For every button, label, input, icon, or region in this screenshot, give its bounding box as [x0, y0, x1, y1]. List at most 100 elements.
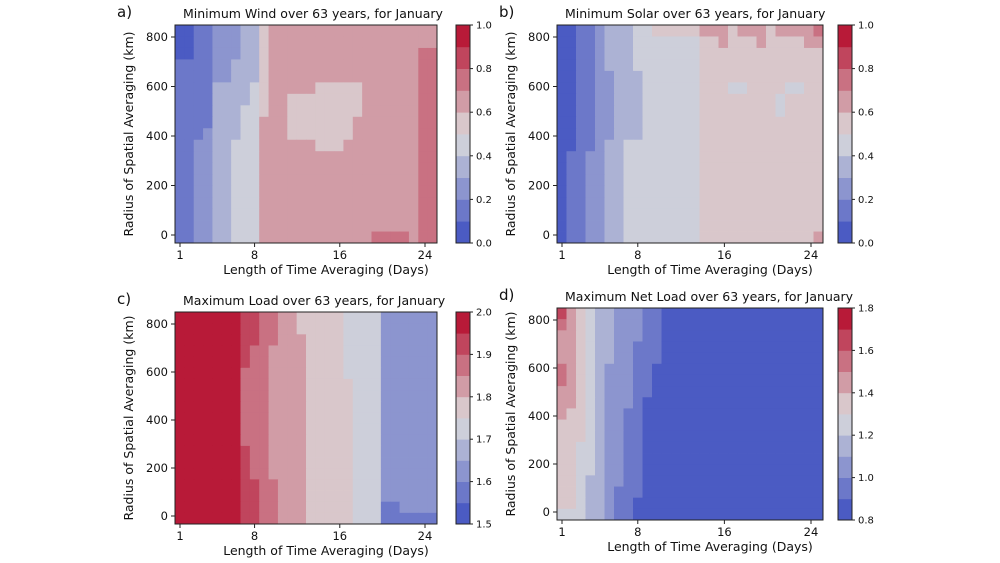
heatmap-cell	[296, 151, 307, 164]
heatmap-cell	[221, 445, 232, 458]
heatmap-cell	[671, 386, 681, 398]
heatmap-cell	[287, 367, 298, 380]
heatmap-cell	[296, 479, 307, 491]
heatmap-cell	[595, 352, 605, 365]
heatmap-cell	[737, 128, 748, 141]
heatmap-cell	[343, 82, 354, 95]
heatmap-cell	[671, 139, 681, 152]
heatmap-cell	[690, 419, 700, 432]
heatmap-cell	[296, 445, 307, 458]
heatmap-cell	[585, 231, 596, 244]
colorbar-tick-label: 1.0	[858, 473, 874, 484]
heatmap-cell	[671, 151, 681, 164]
heatmap-cell	[680, 441, 691, 454]
heatmap-cell	[718, 197, 729, 209]
heatmap-cell	[343, 36, 354, 49]
heatmap-cell	[557, 363, 567, 376]
heatmap-cell	[427, 231, 438, 244]
heatmap-cell	[306, 128, 316, 141]
heatmap-cell	[408, 367, 419, 380]
heatmap-cell	[380, 47, 391, 60]
panel-b: b) Minimum Solar over 63 years, for Janua…	[499, 3, 874, 277]
heatmap-cell	[671, 128, 681, 141]
heatmap-cell	[642, 319, 653, 331]
heatmap-cell	[427, 93, 438, 106]
heatmap-cell	[766, 464, 776, 476]
heatmap-cell	[775, 408, 786, 420]
heatmap-cell	[604, 25, 615, 37]
heatmap-cell	[268, 490, 279, 503]
heatmap-cell	[766, 197, 776, 209]
heatmap-cell	[604, 486, 615, 499]
heatmap-cell	[193, 490, 204, 503]
heatmap-cell	[595, 453, 605, 465]
heatmap-cell	[813, 441, 824, 454]
heatmap-cell	[334, 412, 344, 424]
heatmap-cell	[390, 105, 400, 118]
heatmap-cell	[813, 208, 824, 221]
heatmap-cell	[203, 390, 213, 402]
heatmap-cell	[652, 93, 662, 106]
heatmap-cell	[324, 36, 335, 49]
y-tick-label: 200	[146, 461, 168, 475]
heatmap-cell	[352, 105, 363, 118]
heatmap-cell	[427, 468, 438, 480]
heatmap-cell	[642, 59, 653, 72]
heatmap-cell	[380, 59, 391, 72]
heatmap-cell	[249, 231, 260, 244]
colorbar-segment	[456, 199, 470, 222]
heatmap-cell	[399, 116, 410, 129]
heatmap-cell	[380, 345, 391, 358]
heatmap-cell	[633, 330, 643, 342]
heatmap-cell	[343, 457, 354, 469]
heatmap-cell	[804, 116, 814, 129]
heatmap-cell	[813, 174, 824, 187]
heatmap-cell	[212, 356, 223, 369]
heatmap-cell	[324, 105, 335, 118]
heatmap-cell	[427, 501, 438, 514]
heatmap-cell	[756, 231, 767, 244]
heatmap-cell	[576, 497, 586, 510]
heatmap-cell	[334, 162, 344, 175]
heatmap-cell	[794, 116, 805, 129]
heatmap-cell	[804, 59, 814, 72]
heatmap-cell	[652, 36, 662, 49]
x-tick-label: 1	[176, 248, 183, 262]
heatmap-cell	[709, 208, 719, 221]
heatmap-cell	[343, 128, 354, 141]
heatmap-cell	[352, 412, 363, 424]
heatmap-cell	[315, 208, 326, 221]
heatmap-cell	[315, 36, 326, 49]
heatmap-cell	[699, 128, 710, 141]
heatmap-cell	[231, 162, 241, 175]
x-tick-label: 8	[251, 529, 258, 543]
heatmap-cell	[268, 70, 279, 83]
heatmap-cell	[652, 319, 662, 331]
heatmap-cell	[785, 151, 795, 164]
heatmap-cell	[557, 93, 567, 106]
heatmap-cell	[661, 231, 672, 244]
heatmap-cell	[240, 128, 251, 141]
heatmap-cell	[642, 174, 653, 187]
heatmap-cell	[785, 386, 795, 398]
heatmap-cell	[604, 374, 615, 387]
heatmap-cell	[212, 423, 223, 436]
heatmap-cell	[766, 231, 776, 244]
heatmap-cell	[728, 105, 738, 118]
heatmap-cell	[804, 139, 814, 152]
heatmap-cell	[661, 308, 672, 320]
heatmap-cell	[756, 93, 767, 106]
heatmap-cell	[614, 308, 624, 320]
heatmap-cell	[766, 308, 776, 320]
heatmap-cell	[595, 374, 605, 387]
heatmap-cell	[804, 374, 814, 387]
heatmap-cell	[212, 367, 223, 380]
heatmap-cell	[728, 319, 738, 331]
heatmap-cell	[362, 312, 372, 324]
heatmap-cell	[427, 162, 438, 175]
heatmap-cell	[306, 162, 316, 175]
heatmap-cell	[231, 36, 241, 49]
heatmap-cell	[390, 36, 400, 49]
heatmap-cell	[184, 468, 195, 480]
heatmap-cell	[557, 151, 567, 164]
